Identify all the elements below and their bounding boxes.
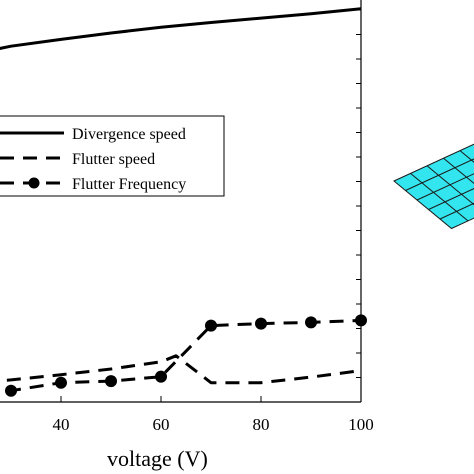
series-point [355, 314, 367, 327]
mesh-line [426, 165, 474, 206]
x-tick-label: 80 [253, 415, 270, 434]
legend-label-flutter-frequency: Flutter Frequency [72, 176, 186, 193]
plot-area: 40 60 80 100 [0, 0, 374, 434]
plate-surface [393, 143, 474, 230]
mesh-line [459, 150, 474, 163]
mesh-line [410, 173, 469, 222]
series-layer [0, 7, 367, 397]
legend-label-flutter-speed: Flutter speed [72, 151, 155, 168]
x-tick-label: 100 [348, 415, 374, 434]
series-point [105, 375, 117, 388]
right-axis-ticks [356, 9, 361, 403]
series-point [5, 384, 17, 397]
x-tick-label: 40 [53, 415, 70, 434]
mesh-line [405, 158, 474, 191]
legend: Divergence speed Flutter speed Flutter F… [0, 115, 225, 197]
x-axis-title: voltage (V) [107, 446, 208, 471]
x-axis-ticks: 40 60 80 100 [53, 396, 374, 434]
series-line-0 [0, 7, 362, 50]
plate-mesh-illustration [393, 143, 474, 230]
mesh-line [443, 157, 474, 185]
series-point [205, 319, 217, 332]
series-point [255, 317, 267, 330]
mesh-line [439, 202, 474, 220]
legend-marker-flutter-frequency [28, 177, 40, 189]
legend-label-divergence: Divergence speed [72, 126, 186, 143]
series-point [155, 370, 167, 383]
series-line-1 [0, 354, 362, 385]
series-point [55, 376, 67, 389]
mesh-line [428, 187, 474, 210]
x-tick-label: 60 [153, 415, 170, 434]
series-point [305, 316, 317, 329]
mesh-line [416, 173, 474, 201]
series-line-2 [0, 318, 362, 393]
